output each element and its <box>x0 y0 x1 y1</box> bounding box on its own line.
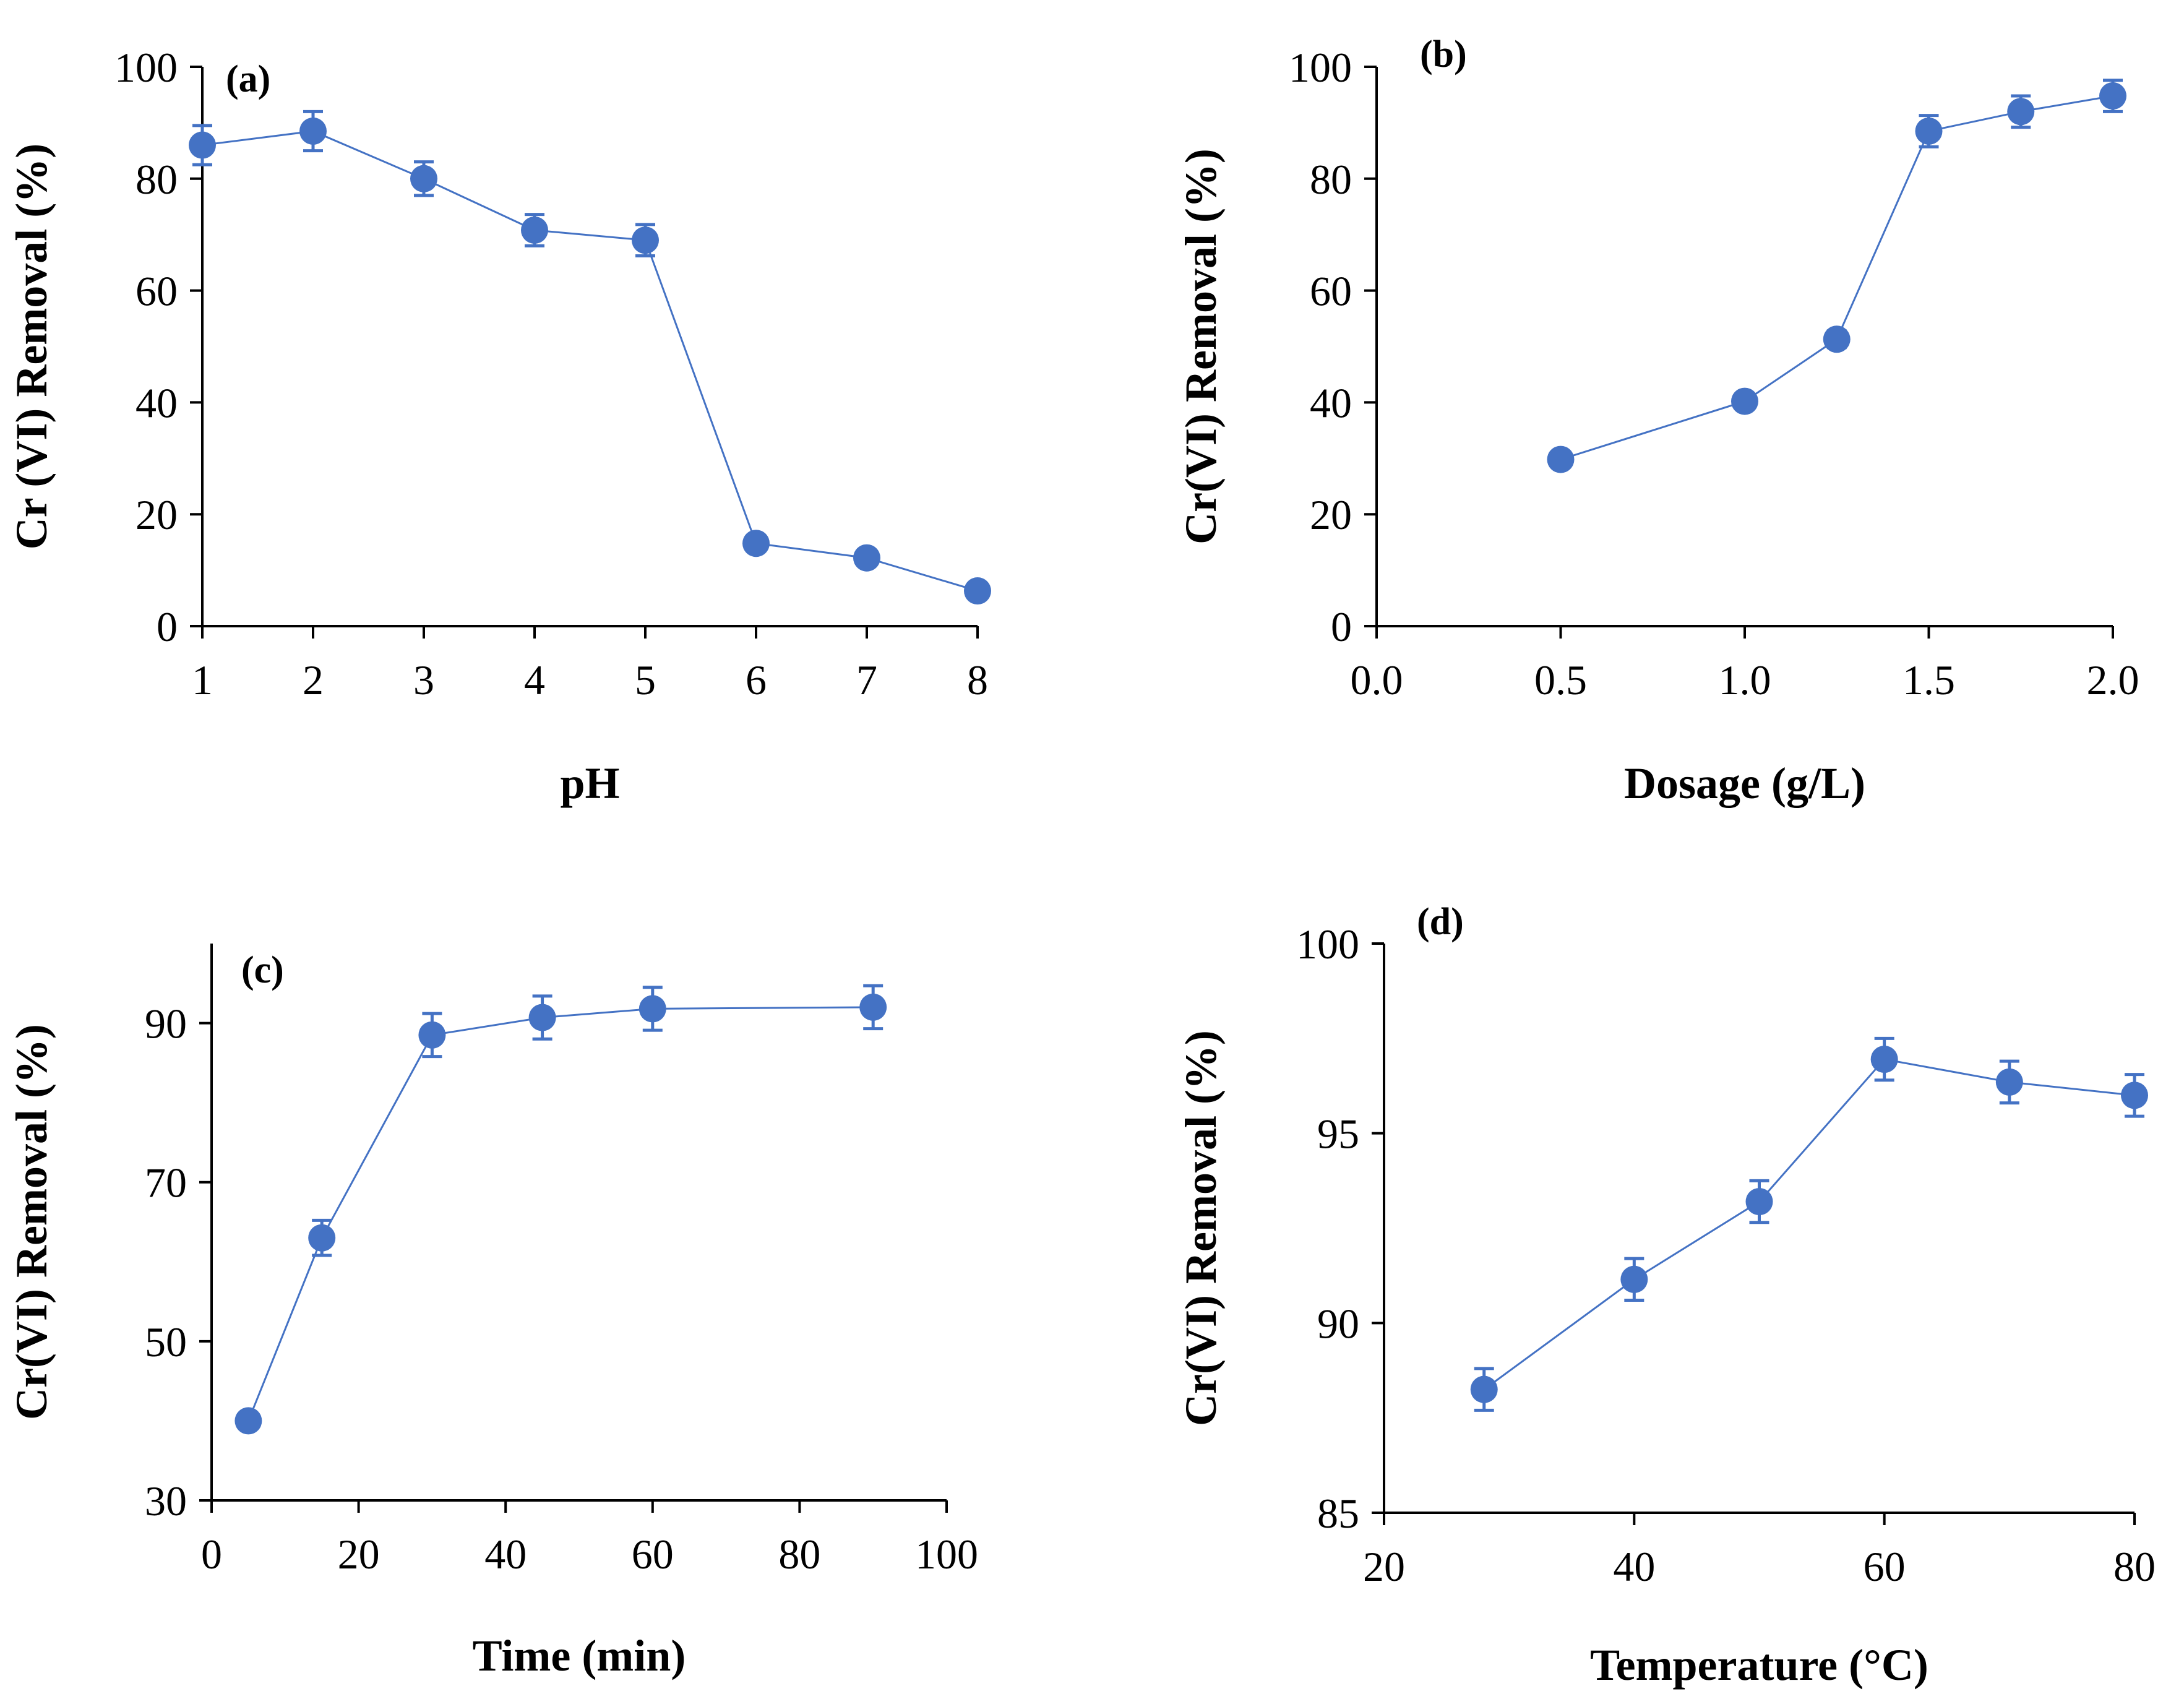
y-tick-label: 90 <box>145 1000 187 1047</box>
y-tick-label: 20 <box>1310 491 1352 538</box>
x-axis-title: pH <box>560 759 619 808</box>
data-point <box>308 1224 336 1252</box>
x-tick-label: 20 <box>1363 1543 1405 1590</box>
x-tick-label: 60 <box>1864 1543 1906 1590</box>
y-tick-label: 100 <box>1289 44 1352 91</box>
x-tick-label: 40 <box>484 1531 527 1578</box>
data-point <box>2007 98 2035 126</box>
x-tick-label: 0.5 <box>1534 656 1587 703</box>
data-point <box>859 993 887 1021</box>
y-axis-title: Cr (VI) Removal (%) <box>7 144 56 550</box>
x-tick-label: 2.0 <box>2087 656 2139 703</box>
y-axis-title: Cr(VI) Removal (%) <box>7 1024 56 1420</box>
data-point <box>528 1004 556 1031</box>
y-tick-label: 70 <box>145 1159 187 1207</box>
data-point <box>418 1021 446 1049</box>
y-tick-label: 40 <box>135 379 178 426</box>
x-tick-label: 100 <box>915 1531 978 1578</box>
panel-label: (a) <box>226 58 270 100</box>
y-tick-label: 85 <box>1317 1490 1359 1537</box>
data-point <box>1870 1046 1898 1073</box>
data-point <box>1915 117 1943 145</box>
data-point <box>964 577 991 605</box>
data-point <box>1995 1068 2023 1096</box>
y-tick-label: 100 <box>1296 921 1359 968</box>
x-tick-label: 1 <box>192 656 213 703</box>
chart-panel-1: 0 20 40 60 80 100 1 2 3 4 5 6 7 8 pH Cr (VI) Removal (%… <box>7 44 991 808</box>
x-tick-label: 0.0 <box>1351 656 1403 703</box>
y-tick-label: 20 <box>135 491 178 538</box>
y-tick-label: 0 <box>1331 603 1352 650</box>
panel-label: (b) <box>1420 33 1467 75</box>
data-point <box>742 530 770 557</box>
series-line <box>202 130 978 592</box>
y-tick-label: 50 <box>145 1318 187 1366</box>
data-point <box>638 995 666 1023</box>
y-tick-label: 40 <box>1310 379 1352 426</box>
x-tick-label: 1.0 <box>1719 656 1771 703</box>
x-tick-label: 40 <box>1613 1543 1655 1590</box>
y-tick-label: 95 <box>1317 1111 1359 1158</box>
series-line <box>1483 1058 2135 1390</box>
data-point <box>234 1407 262 1435</box>
y-tick-label: 60 <box>1310 268 1352 315</box>
x-tick-label: 1.5 <box>1902 656 1955 703</box>
y-axis-title: Cr(VI) Removal (%) <box>1176 1030 1226 1426</box>
data-point <box>2121 1082 2148 1109</box>
data-point <box>1731 387 1758 415</box>
chart-panel-3: 30 50 70 90 0 20 40 60 80 100 Time (min) Cr(VI) Rem… <box>7 944 978 1680</box>
x-axis-title: Dosage (g/L) <box>1624 759 1865 808</box>
panel-label: (d) <box>1417 901 1464 943</box>
data-point <box>410 165 437 192</box>
y-tick-label: 30 <box>145 1477 187 1525</box>
x-tick-label: 8 <box>967 656 988 703</box>
y-tick-label: 0 <box>157 603 178 650</box>
x-axis-title: Temperature (°C) <box>1590 1640 1928 1690</box>
x-tick-label: 6 <box>746 656 767 703</box>
y-tick-label: 60 <box>135 268 178 315</box>
data-point <box>1547 445 1575 473</box>
series-line <box>1560 95 2113 461</box>
x-tick-label: 80 <box>2113 1543 2156 1590</box>
data-point <box>1470 1375 1498 1403</box>
y-tick-label: 90 <box>1317 1300 1359 1347</box>
y-axis-title: Cr(VI) Removal (%) <box>1176 148 1226 544</box>
x-tick-label: 80 <box>778 1531 820 1578</box>
y-tick-label: 80 <box>135 156 178 203</box>
data-point <box>521 216 548 244</box>
panel-label: (c) <box>241 949 284 991</box>
data-point <box>1823 325 1851 353</box>
x-axis-title: Time (min) <box>473 1631 686 1680</box>
data-point <box>1620 1265 1648 1293</box>
data-point <box>1745 1188 1773 1216</box>
x-tick-label: 7 <box>856 656 877 703</box>
x-tick-label: 0 <box>201 1531 222 1578</box>
chart-panel-2: 0 20 40 60 80 100 0.0 0.5 1.0 1.5 2.0 Dosage (g/L) C… <box>1176 33 2139 808</box>
chart-panel-4: 85 90 95 100 20 40 60 80 Temperature (°C) Cr(VI) … <box>1176 901 2156 1690</box>
data-point <box>299 117 327 145</box>
x-tick-label: 2 <box>303 656 324 703</box>
x-tick-label: 60 <box>632 1531 674 1578</box>
x-tick-label: 5 <box>635 656 656 703</box>
x-tick-label: 20 <box>338 1531 380 1578</box>
y-tick-label: 100 <box>114 44 178 91</box>
data-point <box>632 226 659 254</box>
data-point <box>853 544 880 572</box>
x-tick-label: 4 <box>524 656 545 703</box>
series-line <box>247 1006 874 1421</box>
data-point <box>189 131 216 159</box>
x-tick-label: 3 <box>413 656 434 703</box>
data-point <box>2099 82 2126 110</box>
y-tick-label: 80 <box>1310 156 1352 203</box>
